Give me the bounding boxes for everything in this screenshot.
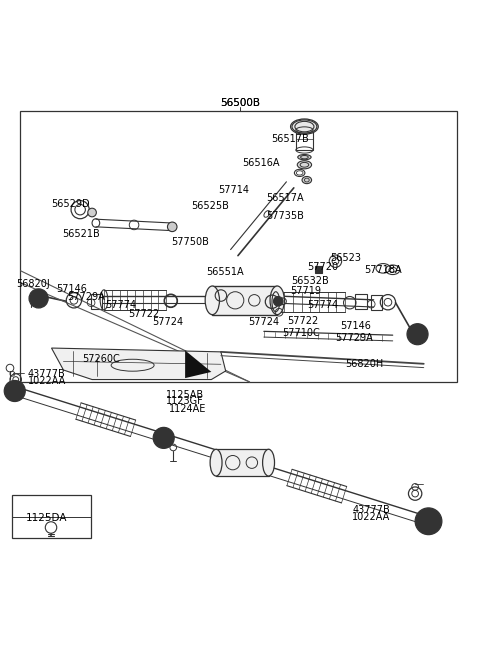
Text: 57718A: 57718A — [364, 265, 402, 275]
Circle shape — [274, 297, 283, 306]
Text: 56529D: 56529D — [51, 199, 90, 209]
Text: 56516A: 56516A — [242, 158, 280, 169]
Text: 56523: 56523 — [331, 253, 361, 263]
Text: 56820H: 56820H — [345, 359, 383, 369]
Ellipse shape — [205, 286, 219, 315]
Ellipse shape — [302, 176, 312, 184]
Text: 56517B: 56517B — [271, 134, 309, 144]
Text: 56525B: 56525B — [192, 201, 229, 211]
Text: 56500B: 56500B — [220, 98, 260, 108]
Text: 57260C: 57260C — [83, 354, 120, 364]
Text: 57719: 57719 — [290, 286, 321, 296]
Circle shape — [153, 428, 174, 449]
Circle shape — [29, 289, 48, 308]
Text: 1022AA: 1022AA — [28, 377, 66, 386]
Ellipse shape — [270, 286, 284, 315]
Text: 43777B: 43777B — [28, 369, 65, 379]
Text: 1123GF: 1123GF — [166, 396, 204, 407]
Text: 1125DA: 1125DA — [26, 513, 68, 523]
Ellipse shape — [168, 222, 177, 232]
Bar — [91, 294, 102, 309]
Bar — [356, 294, 367, 309]
Ellipse shape — [88, 208, 96, 216]
Bar — [296, 130, 313, 150]
Text: 57722: 57722 — [128, 309, 159, 319]
Text: 57735B: 57735B — [266, 211, 304, 221]
Bar — [216, 449, 269, 476]
Ellipse shape — [298, 155, 311, 160]
Text: 1022AA: 1022AA — [352, 512, 390, 522]
Text: 57729A: 57729A — [336, 333, 373, 344]
Text: 56532B: 56532B — [291, 276, 329, 286]
Text: 57774: 57774 — [307, 300, 338, 310]
Circle shape — [4, 380, 25, 401]
Polygon shape — [51, 348, 226, 380]
Text: 1124AE: 1124AE — [169, 403, 207, 414]
Text: 43777B: 43777B — [352, 505, 390, 516]
Text: 1125AB: 1125AB — [166, 390, 204, 400]
Ellipse shape — [210, 449, 222, 476]
Text: 57724: 57724 — [249, 318, 280, 327]
Ellipse shape — [290, 119, 318, 134]
Circle shape — [415, 508, 442, 535]
Text: 56500B: 56500B — [220, 98, 260, 108]
Ellipse shape — [297, 161, 312, 169]
Text: 57146: 57146 — [56, 284, 87, 294]
Text: 57146: 57146 — [340, 321, 371, 331]
Bar — [315, 266, 322, 273]
Text: 57720: 57720 — [307, 262, 338, 272]
Bar — [371, 295, 382, 310]
Text: 56551A: 56551A — [206, 267, 244, 277]
Bar — [12, 495, 91, 538]
Text: 56820J: 56820J — [17, 279, 50, 289]
Text: 57729A: 57729A — [67, 291, 105, 302]
Text: 56521B: 56521B — [62, 229, 100, 239]
Bar — [20, 111, 457, 382]
Text: 57724: 57724 — [152, 318, 183, 327]
Ellipse shape — [263, 449, 275, 476]
Bar — [212, 286, 277, 315]
Polygon shape — [185, 350, 211, 378]
Text: 57710C: 57710C — [282, 328, 320, 338]
Text: 57750B: 57750B — [171, 237, 209, 247]
Text: 56517A: 56517A — [266, 193, 304, 203]
Text: 57714: 57714 — [218, 184, 250, 195]
Circle shape — [407, 323, 428, 344]
Text: 57722: 57722 — [287, 316, 318, 326]
Text: 57774: 57774 — [106, 300, 136, 310]
